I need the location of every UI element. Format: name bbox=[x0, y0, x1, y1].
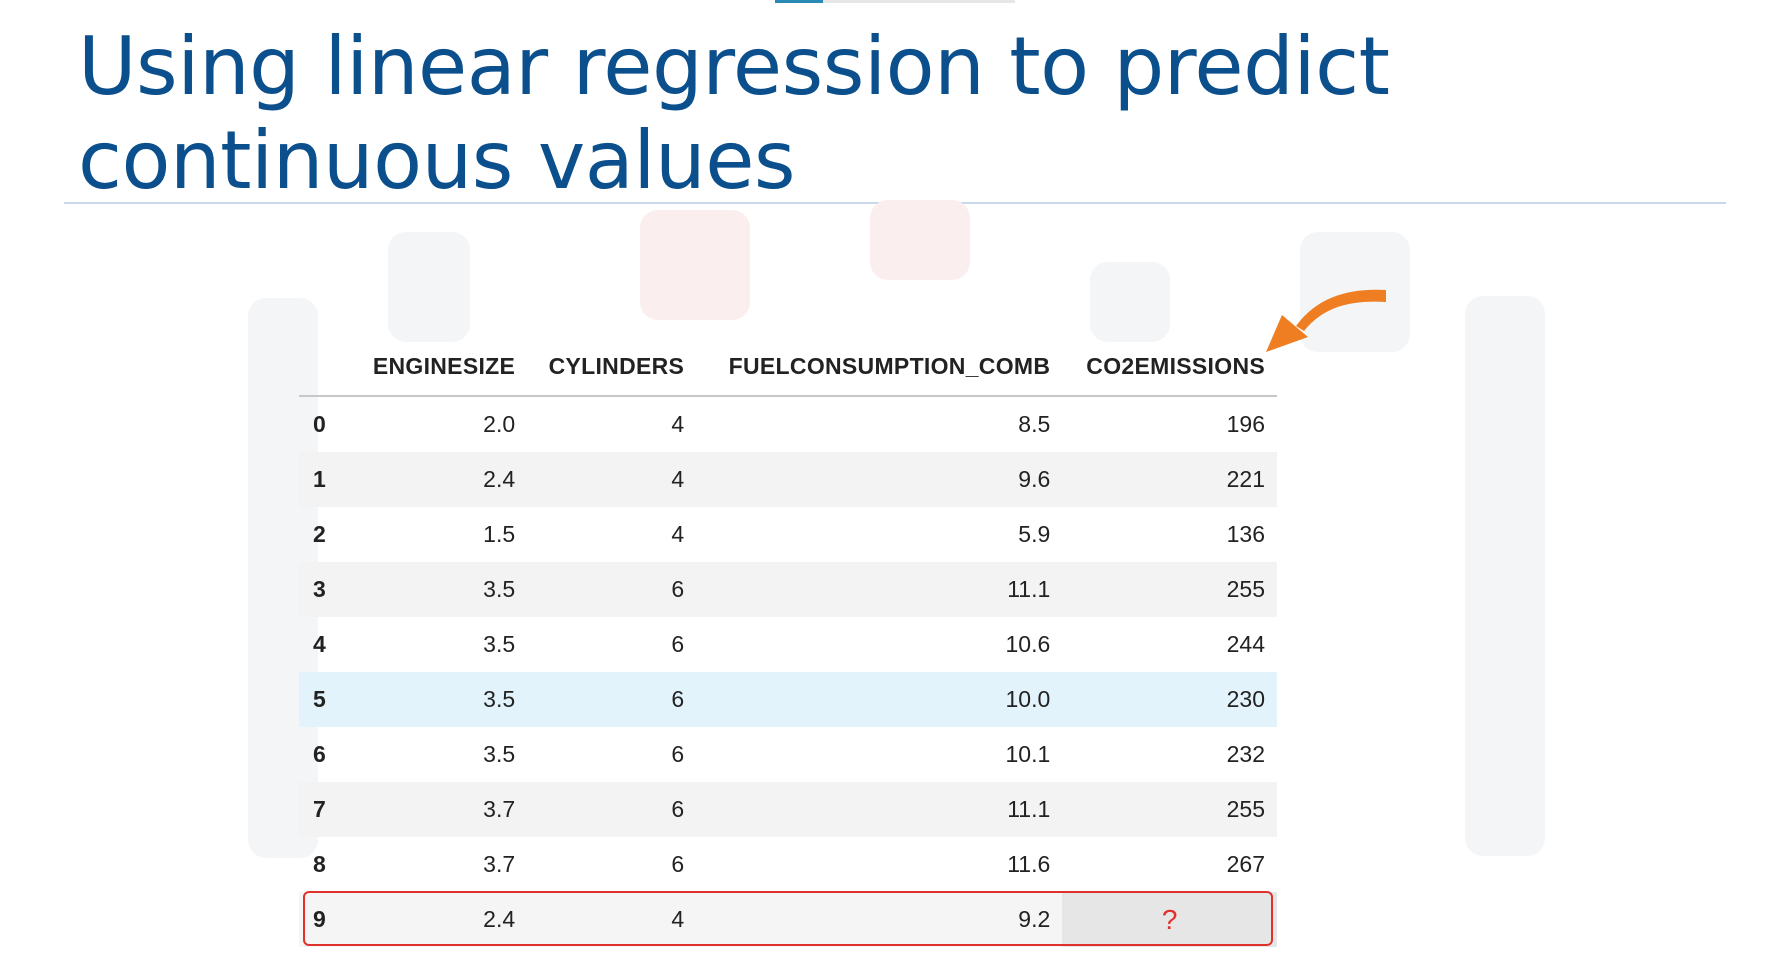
table-row: 7 3.7 6 11.1 255 bbox=[299, 782, 1277, 837]
row-index: 7 bbox=[299, 782, 351, 837]
slide-title: Using linear regression to predict conti… bbox=[78, 20, 1390, 208]
cell-fuelconsumption-comb: 10.6 bbox=[1005, 631, 1051, 657]
column-header-enginesize: ENGINESIZE bbox=[351, 338, 528, 397]
table-row-target: 9 2.4 4 9.2 ? bbox=[299, 892, 1277, 947]
table-row: 8 3.7 6 11.6 267 bbox=[299, 837, 1277, 892]
cell-enginesize: 3.5 bbox=[483, 631, 516, 657]
row-index: 3 bbox=[299, 562, 351, 617]
row-index: 0 bbox=[313, 411, 326, 437]
table-header-row: ENGINESIZE CYLINDERS FUELCONSUMPTION_COM… bbox=[299, 338, 1277, 397]
cell-fuelconsumption-comb: 9.6 bbox=[696, 452, 1063, 507]
column-header-fuelconsumption-comb: FUELCONSUMPTION_COMB bbox=[696, 338, 1063, 397]
cell-fuelconsumption-comb: 11.6 bbox=[1007, 851, 1051, 877]
cell-enginesize: 2.4 bbox=[351, 892, 528, 947]
cell-enginesize: 1.5 bbox=[483, 521, 516, 547]
data-table: ENGINESIZE CYLINDERS FUELCONSUMPTION_COM… bbox=[299, 338, 1277, 947]
cell-cylinders: 4 bbox=[527, 452, 697, 507]
row-index: 1 bbox=[299, 452, 351, 507]
row-index: 5 bbox=[299, 672, 351, 727]
cell-enginesize: 3.5 bbox=[483, 741, 516, 767]
row-index: 2 bbox=[313, 521, 326, 547]
cell-co2emissions: 255 bbox=[1062, 782, 1277, 837]
cell-cylinders: 4 bbox=[527, 892, 697, 947]
cell-enginesize: 3.5 bbox=[351, 562, 528, 617]
cell-cylinders: 6 bbox=[527, 672, 697, 727]
cell-cylinders: 4 bbox=[671, 411, 685, 437]
cell-fuelconsumption-comb: 9.2 bbox=[696, 892, 1063, 947]
cell-fuelconsumption-comb: 11.1 bbox=[696, 562, 1063, 617]
table-row: 3 3.5 6 11.1 255 bbox=[299, 562, 1277, 617]
cell-fuelconsumption-comb: 10.0 bbox=[696, 672, 1063, 727]
slide-title-line-2: continuous values bbox=[78, 114, 796, 207]
cell-co2emissions: 221 bbox=[1062, 452, 1277, 507]
curved-arrow-icon bbox=[1266, 289, 1386, 352]
cell-co2emissions-unknown: ? bbox=[1062, 892, 1277, 947]
column-header-co2emissions: CO2EMISSIONS bbox=[1062, 338, 1277, 397]
table-row: 1 2.4 4 9.6 221 bbox=[299, 452, 1277, 507]
cell-fuelconsumption-comb: 11.1 bbox=[696, 782, 1063, 837]
cell-enginesize: 3.7 bbox=[483, 851, 516, 877]
cell-co2emissions: 136 bbox=[1226, 521, 1265, 547]
cell-co2emissions: 255 bbox=[1062, 562, 1277, 617]
table-row: 2 1.5 4 5.9 136 bbox=[299, 507, 1277, 562]
cell-cylinders: 6 bbox=[671, 631, 685, 657]
cell-co2emissions: 230 bbox=[1062, 672, 1277, 727]
column-header-cylinders: CYLINDERS bbox=[527, 338, 697, 397]
row-index: 6 bbox=[313, 741, 326, 767]
cell-fuelconsumption-comb: 10.1 bbox=[1005, 741, 1051, 767]
cell-co2emissions: 232 bbox=[1226, 741, 1265, 767]
row-index: 4 bbox=[313, 631, 326, 657]
cell-co2emissions: 244 bbox=[1226, 631, 1265, 657]
row-index: 9 bbox=[299, 892, 351, 947]
cell-fuelconsumption-comb: 5.9 bbox=[1018, 521, 1051, 547]
cell-cylinders: 6 bbox=[527, 562, 697, 617]
table-row: 0 2.0 4 8.5 196 bbox=[299, 396, 1277, 452]
cell-enginesize: 2.0 bbox=[483, 411, 516, 437]
cell-co2emissions: 267 bbox=[1226, 851, 1265, 877]
cell-enginesize: 3.7 bbox=[351, 782, 528, 837]
table-row-highlighted: 5 3.5 6 10.0 230 bbox=[299, 672, 1277, 727]
cell-enginesize: 2.4 bbox=[351, 452, 528, 507]
slide-title-line-1: Using linear regression to predict bbox=[78, 20, 1390, 113]
cell-cylinders: 4 bbox=[671, 521, 685, 547]
table-row: 6 3.5 6 10.1 232 bbox=[299, 727, 1277, 782]
cell-cylinders: 6 bbox=[671, 741, 685, 767]
table-row: 4 3.5 6 10.6 244 bbox=[299, 617, 1277, 672]
top-accent-bar bbox=[775, 0, 1015, 3]
cell-fuelconsumption-comb: 8.5 bbox=[1018, 411, 1051, 437]
row-index: 8 bbox=[313, 851, 326, 877]
cell-cylinders: 6 bbox=[671, 851, 685, 877]
cell-cylinders: 6 bbox=[527, 782, 697, 837]
column-header-index bbox=[299, 338, 351, 397]
cell-co2emissions: 196 bbox=[1226, 411, 1265, 437]
cell-enginesize: 3.5 bbox=[351, 672, 528, 727]
